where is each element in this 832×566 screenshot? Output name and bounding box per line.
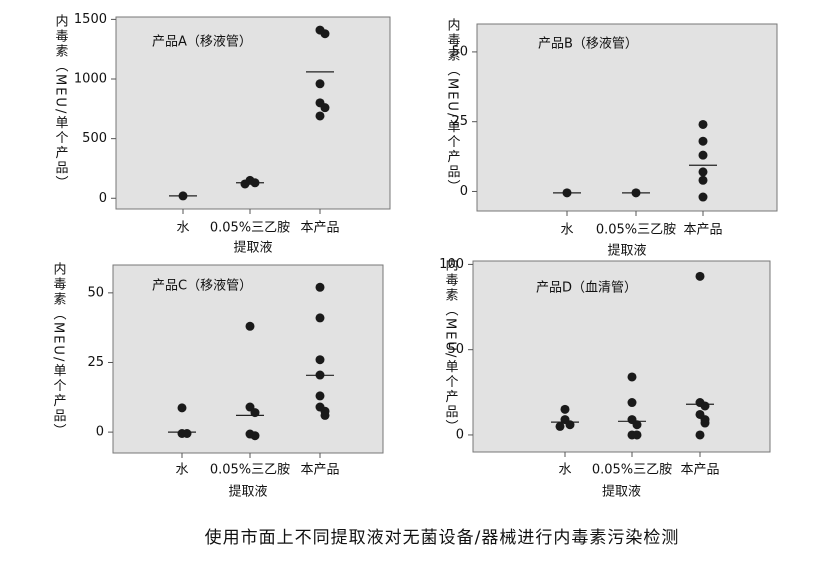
data-point: [627, 372, 637, 382]
x-tick-label: 本产品: [683, 223, 722, 238]
data-point: [315, 79, 325, 89]
x-axis-label: 提取液: [602, 484, 641, 500]
x-axis-label: 提取液: [607, 243, 646, 259]
data-point: [182, 429, 192, 439]
panel: 产品D（血清管） 内毒素（MEU/单个产品） 提取液 0 50 100 水 0.05%三乙胺本…: [439, 257, 771, 500]
x-tick-label: 本产品: [300, 463, 339, 478]
data-point: [698, 136, 708, 146]
plot-area: [472, 260, 771, 453]
data-point: [245, 321, 255, 331]
data-point: [315, 355, 325, 365]
y-tick-label: 1000: [74, 72, 107, 87]
x-tick-label: 0.05%三乙胺: [210, 463, 290, 478]
data-point: [698, 192, 708, 202]
data-point: [695, 271, 705, 281]
x-tick-label: 0.05%三乙胺: [596, 223, 676, 238]
panel-title: 产品B（移液管）: [538, 37, 638, 52]
data-point: [315, 313, 325, 323]
data-point: [315, 370, 325, 380]
panel: 产品B（移液管） 内毒素（MEU/单个产品） 提取液 0 25 50 水 0.05%三乙胺 本产…: [445, 17, 778, 259]
y-tick-label: 50: [447, 342, 464, 357]
x-tick-label: 0.05%三乙胺: [210, 221, 290, 236]
x-tick-label: 水: [175, 463, 188, 478]
data-point: [700, 418, 710, 428]
data-point: [320, 410, 330, 420]
x-tick-label: 本产品: [300, 221, 339, 236]
data-point: [695, 430, 705, 440]
data-point: [632, 430, 642, 440]
x-tick-label: 本产品: [680, 463, 719, 478]
plot-area: [476, 23, 778, 212]
data-point: [555, 421, 565, 431]
y-tick-label: 500: [82, 131, 107, 146]
data-point: [698, 119, 708, 129]
data-point: [700, 401, 710, 411]
y-tick-label: 0: [96, 425, 104, 440]
data-point: [250, 431, 260, 441]
panel-title: 产品A（移液管）: [152, 35, 252, 50]
x-tick-label: 0.05%三乙胺: [592, 463, 672, 478]
panel-title: 产品D（血清管）: [536, 281, 637, 296]
y-tick-label: 1500: [74, 12, 107, 27]
data-point: [632, 420, 642, 430]
y-axis-label: 内毒素（MEU/单个产品）: [51, 261, 67, 438]
y-tick-label: 25: [451, 114, 468, 129]
data-point: [698, 150, 708, 160]
y-tick-label: 0: [460, 184, 468, 199]
y-axis-label: 内毒素（MEU/单个产品）: [53, 13, 69, 190]
data-point: [250, 408, 260, 418]
y-axis-label: 内毒素（MEU/单个产品）: [445, 17, 461, 194]
y-tick-label: 25: [87, 355, 104, 370]
panel: 产品C（移液管） 内毒素（MEU/单个产品） 提取液 0 25 50 水 0.05%三乙胺 本产…: [51, 261, 384, 500]
x-axis-label: 提取液: [233, 240, 272, 256]
y-axis-label: 内毒素（MEU/单个产品）: [443, 257, 459, 434]
caption: 使用市面上不同提取液对无菌设备/器械进行内毒素污染检测: [205, 527, 680, 548]
data-point: [250, 178, 260, 188]
plot-area: [112, 264, 384, 454]
data-point: [560, 404, 570, 414]
data-point: [177, 403, 187, 413]
panel: 产品A（移液管） 内毒素（MEU/单个产品） 提取液 0 500 1000 1500 水 0.0…: [53, 12, 391, 256]
y-tick-label: 0: [456, 427, 464, 442]
plot-area: [115, 16, 391, 210]
data-point: [320, 29, 330, 39]
data-point: [315, 282, 325, 292]
y-tick-label: 0: [99, 191, 107, 206]
data-point: [698, 167, 708, 177]
x-tick-label: 水: [176, 221, 189, 236]
data-point: [315, 391, 325, 401]
data-point: [631, 188, 641, 198]
y-tick-label: 100: [439, 257, 464, 272]
panel-title: 产品C（移液管）: [152, 279, 252, 294]
data-point: [315, 111, 325, 121]
y-tick-label: 50: [451, 44, 468, 59]
data-point: [178, 191, 188, 201]
data-point: [240, 179, 250, 189]
x-tick-label: 水: [560, 223, 573, 238]
data-point: [320, 103, 330, 113]
data-point: [565, 420, 575, 430]
data-point: [627, 398, 637, 408]
y-tick-label: 50: [87, 285, 104, 300]
data-point: [562, 188, 572, 198]
x-tick-label: 水: [558, 463, 571, 478]
data-point: [698, 175, 708, 185]
x-axis-label: 提取液: [228, 484, 267, 500]
